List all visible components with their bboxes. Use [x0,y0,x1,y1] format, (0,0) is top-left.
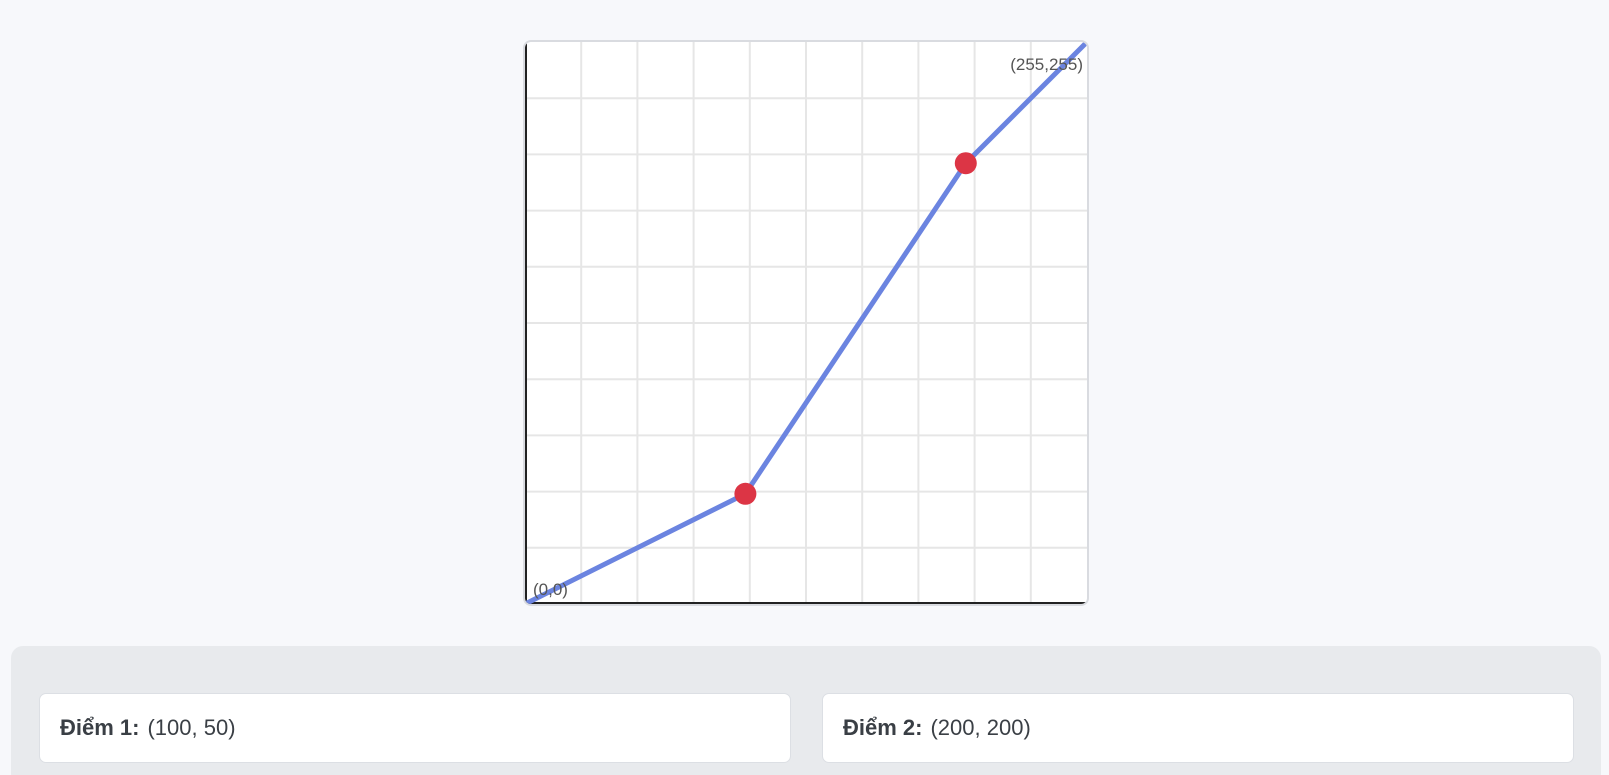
point-2-value: (200, 200) [930,715,1031,740]
control-points[interactable] [734,152,977,505]
origin-label: (0,0) [533,580,568,599]
control-point-2[interactable] [954,152,977,175]
point-1-card: Điểm 1: (100, 50) [39,693,791,763]
curve-editor[interactable]: (0,0) (255,255) [523,40,1089,606]
grid [525,42,1087,604]
point-2-card: Điểm 2: (200, 200) [822,693,1574,763]
curve-canvas[interactable]: (0,0) (255,255) [525,42,1087,604]
point-2-label: Điểm 2: [843,715,923,740]
curve-line [525,42,1087,604]
max-label: (255,255) [1010,55,1083,74]
point-1-label: Điểm 1: [60,715,140,740]
point-1-value: (100, 50) [147,715,236,740]
control-point-1[interactable] [734,482,757,505]
points-panel: Điểm 1: (100, 50) Điểm 2: (200, 200) [11,646,1601,775]
